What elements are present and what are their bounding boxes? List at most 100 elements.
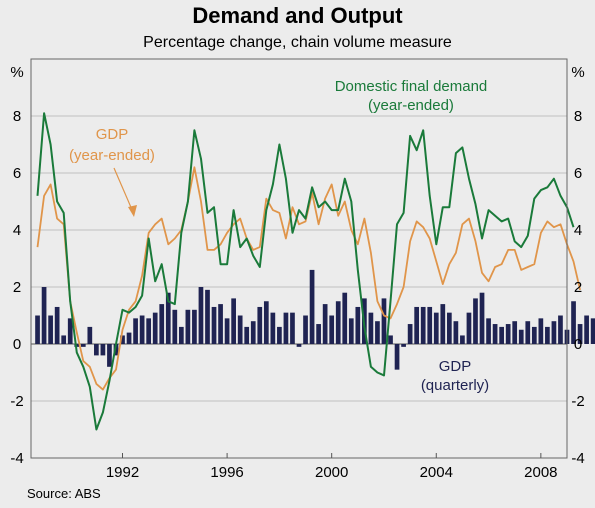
gdp-quarterly-bar [473, 298, 478, 344]
gdp-q-label-line2: (quarterly) [421, 377, 489, 394]
gdp-quarterly-bar [558, 315, 563, 344]
gdp-quarterly-bar [107, 344, 112, 367]
gdp-quarterly-bar [525, 321, 531, 344]
series-lines [36, 112, 581, 431]
gdp-quarterly-bar [492, 324, 498, 344]
gdp-quarterly-bar [433, 312, 439, 344]
x-tick-label: 1992 [106, 464, 139, 481]
gdp-quarterly-bar [355, 306, 361, 344]
gdp-quarterly-bar [303, 315, 308, 344]
gdp-quarterly-bar [309, 269, 315, 344]
gdp-quarterly-bar [348, 318, 354, 344]
gdp-quarterly-bar [87, 326, 93, 344]
y-tick-label-left: 6 [13, 165, 21, 182]
dfd-year-ended-line [36, 112, 575, 431]
gdp-quarterly-bar [94, 344, 99, 356]
gdp-quarterly-bar [335, 301, 341, 344]
gdp-quarterly-bar [139, 315, 145, 344]
plot-frame [30, 58, 568, 459]
gdp-ye-arrow-head [128, 205, 137, 217]
gdp-quarterly-bar [394, 344, 400, 370]
y-tick-label-right: 6 [574, 165, 582, 182]
gdp-quarterly-bar [224, 318, 230, 344]
gdp-quarterly-bar [590, 318, 595, 344]
gdp-quarterly-bar [446, 312, 452, 344]
y-tick-label-right: 8 [574, 108, 582, 125]
gdp-quarterly-bar [388, 335, 393, 344]
gdp-quarterly-bar [244, 326, 250, 344]
gdp-quarterly-bar [505, 324, 511, 344]
grid-lines [31, 115, 567, 459]
y-tick-label-right: 2 [574, 279, 582, 296]
gdp-quarterly-bar [512, 321, 518, 344]
gdp-quarterly-bar [401, 344, 406, 347]
gdp-quarterly-bar [551, 321, 557, 344]
gdp-quarterly-bar [67, 318, 73, 344]
y-tick-label-left: 2 [13, 279, 21, 296]
gdp-quarterly-bar [185, 309, 191, 344]
gdp-quarterly-bar [499, 326, 504, 344]
gdp-ye-label-line1: GDP [96, 126, 129, 143]
y-unit-right: % [571, 64, 584, 81]
gdp-quarterly-bar [126, 332, 132, 344]
gdp-quarterly-bar [342, 292, 348, 344]
gdp-quarterly-bar [545, 326, 550, 344]
y-tick-label-left: 0 [13, 336, 21, 353]
y-tick-label-right: 0 [574, 336, 582, 353]
gdp-quarterly-bar [146, 318, 152, 344]
gdp-quarterly-bar [100, 344, 106, 356]
gdp-quarterly-bar [453, 321, 459, 344]
gdp-quarterly-bar [329, 315, 335, 344]
gdp-quarterly-bar [584, 315, 589, 344]
gdp-quarterly-bar [54, 306, 60, 344]
gdp-quarterly-bar [231, 298, 236, 344]
gdp-quarterly-bar [172, 309, 178, 344]
gdp-quarterly-bar [152, 312, 158, 344]
dfd-label-line1: Domestic final demand [335, 78, 488, 95]
gdp-quarterly-bar [577, 324, 583, 344]
y-unit-left: % [10, 64, 23, 81]
gdp-ye-arrow-line [113, 167, 134, 213]
gdp-quarterly-bar [518, 329, 524, 344]
gdp-quarterly-bar [283, 312, 289, 344]
gdp-quarterly-bar [407, 324, 413, 344]
gdp-ye-label-line2: (year-ended) [69, 147, 155, 164]
gdp-quarterly-bar [159, 304, 165, 344]
axis-ticks: -4 -4 -2 -2 0 0 2 2 4 4 6 6 8 8 1992 1996 2000 2004 2008 [10, 108, 584, 481]
gdp-quarterly-bar [257, 306, 263, 344]
gdp-quarterly-bar [538, 318, 544, 344]
gdp-quarterly-bar [41, 287, 47, 344]
gdp-quarterly-bar [80, 344, 86, 347]
gdp-quarterly-bar [198, 287, 204, 344]
dfd-label-line2: (year-ended) [368, 97, 454, 114]
y-tick-label-right: -2 [571, 393, 584, 410]
gdp-quarterly-bar [120, 335, 125, 344]
gdp-quarterly-bar [316, 324, 321, 344]
gdp-quarterly-bar [48, 315, 53, 344]
y-tick-label-left: 8 [13, 108, 21, 125]
gdp-quarterly-bar [218, 304, 223, 344]
gdp-quarterly-bar [440, 304, 446, 344]
gdp-quarterly-bar [211, 306, 217, 344]
gdp-quarterly-bar [375, 321, 380, 344]
gdp-quarterly-bar [427, 306, 433, 344]
x-tick-label: 1996 [210, 464, 243, 481]
gdp-quarterly-bar [531, 326, 537, 344]
gdp-quarterly-bar [479, 292, 485, 344]
gdp-quarterly-bar [270, 312, 276, 344]
gdp-quarterly-bar [250, 321, 256, 344]
gdp-quarterly-bar [368, 312, 374, 344]
y-tick-label-left: -4 [10, 450, 23, 467]
gdp-quarterly-bar [486, 318, 491, 344]
x-tick-label: 2004 [420, 464, 453, 481]
gdp-quarterly-bar [61, 335, 67, 344]
gdp-quarterly-bar [35, 315, 40, 344]
chart-subtitle: Percentage change, chain volume measure [143, 34, 452, 51]
y-tick-label-right: 4 [574, 222, 582, 239]
gdp-quarterly-bar [460, 335, 465, 344]
x-tick-label: 2000 [315, 464, 348, 481]
x-tick-label: 2008 [524, 464, 557, 481]
gdp-quarterly-bar [263, 301, 269, 344]
gdp-quarterly-bar [133, 318, 138, 344]
